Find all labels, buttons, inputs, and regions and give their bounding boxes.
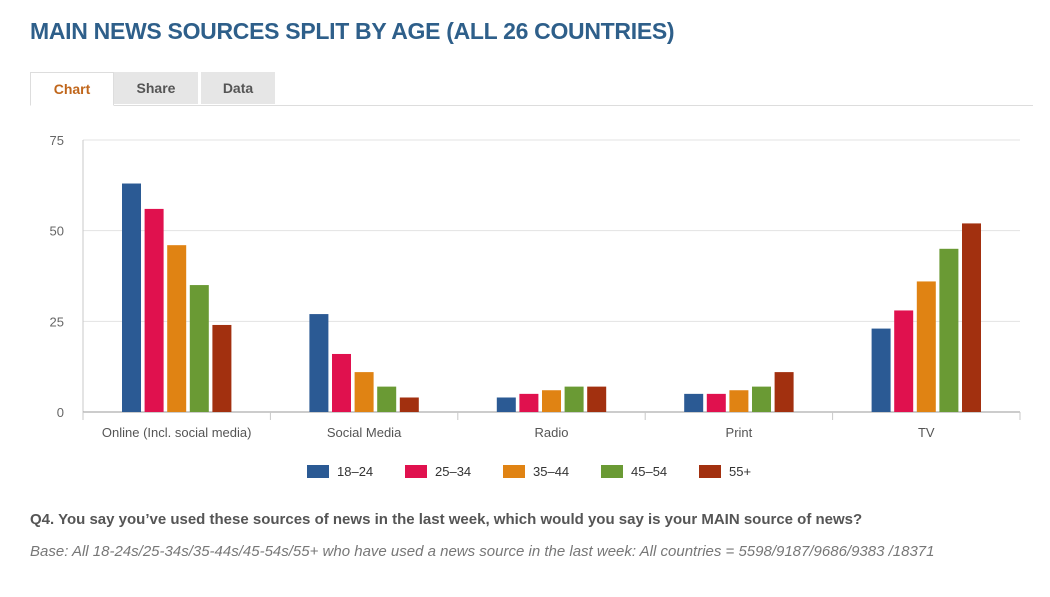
legend-label: 18–24 bbox=[337, 464, 374, 479]
legend-swatch bbox=[405, 465, 427, 478]
bar bbox=[354, 372, 374, 412]
question-text: Q4. You say you’ve used these sources of… bbox=[30, 511, 863, 528]
legend-label: 35–44 bbox=[533, 464, 570, 479]
bar bbox=[332, 353, 351, 412]
bar bbox=[871, 328, 891, 412]
x-tick-label: Social Media bbox=[327, 425, 402, 440]
tab-data[interactable]: Data bbox=[201, 72, 275, 104]
bar bbox=[144, 208, 164, 412]
x-tick-label: TV bbox=[918, 425, 935, 440]
bar bbox=[309, 314, 329, 412]
bar bbox=[752, 386, 771, 412]
bar bbox=[916, 281, 936, 412]
y-tick-label: 75 bbox=[50, 133, 64, 148]
legend-label: 55+ bbox=[729, 464, 752, 479]
legend-label: 45–54 bbox=[631, 464, 668, 479]
bar bbox=[496, 397, 516, 412]
tab-bar: Chart Share Data bbox=[30, 72, 1033, 106]
bar bbox=[706, 393, 726, 412]
bar bbox=[189, 285, 209, 412]
bar bbox=[684, 393, 704, 412]
bar bbox=[587, 386, 607, 412]
legend-swatch bbox=[503, 465, 525, 478]
bar bbox=[564, 386, 584, 412]
tab-share[interactable]: Share bbox=[114, 72, 198, 104]
bar bbox=[939, 248, 959, 412]
y-tick-label: 50 bbox=[50, 224, 64, 239]
bar bbox=[377, 386, 397, 412]
bar bbox=[774, 372, 794, 412]
base-note: Base: All 18-24s/25-34s/35-44s/45-54s/55… bbox=[30, 543, 935, 560]
bar bbox=[729, 390, 749, 412]
legend-swatch bbox=[307, 465, 329, 478]
legend-swatch bbox=[601, 465, 623, 478]
x-tick-label: Online (Incl. social media) bbox=[102, 425, 252, 440]
bar bbox=[399, 397, 419, 412]
bar bbox=[894, 310, 914, 412]
bar bbox=[122, 183, 141, 412]
bar bbox=[519, 393, 539, 412]
bar bbox=[962, 223, 981, 412]
x-tick-label: Print bbox=[726, 425, 753, 440]
bar bbox=[542, 390, 561, 412]
y-tick-label: 0 bbox=[57, 405, 64, 420]
tab-chart[interactable]: Chart bbox=[30, 72, 114, 106]
x-tick-label: Radio bbox=[535, 425, 569, 440]
page-title: MAIN NEWS SOURCES SPLIT BY AGE (ALL 26 C… bbox=[30, 18, 675, 44]
bar-chart: 0 25 50 75 Online (Incl. social media) Social… bbox=[50, 133, 1021, 440]
legend-swatch bbox=[699, 465, 721, 478]
bar bbox=[212, 324, 232, 412]
bar bbox=[167, 245, 187, 412]
legend-label: 25–34 bbox=[435, 464, 472, 479]
chart-legend: 18–24 25–34 35–44 45–54 55+ bbox=[0, 463, 1050, 481]
y-tick-label: 25 bbox=[50, 314, 64, 329]
